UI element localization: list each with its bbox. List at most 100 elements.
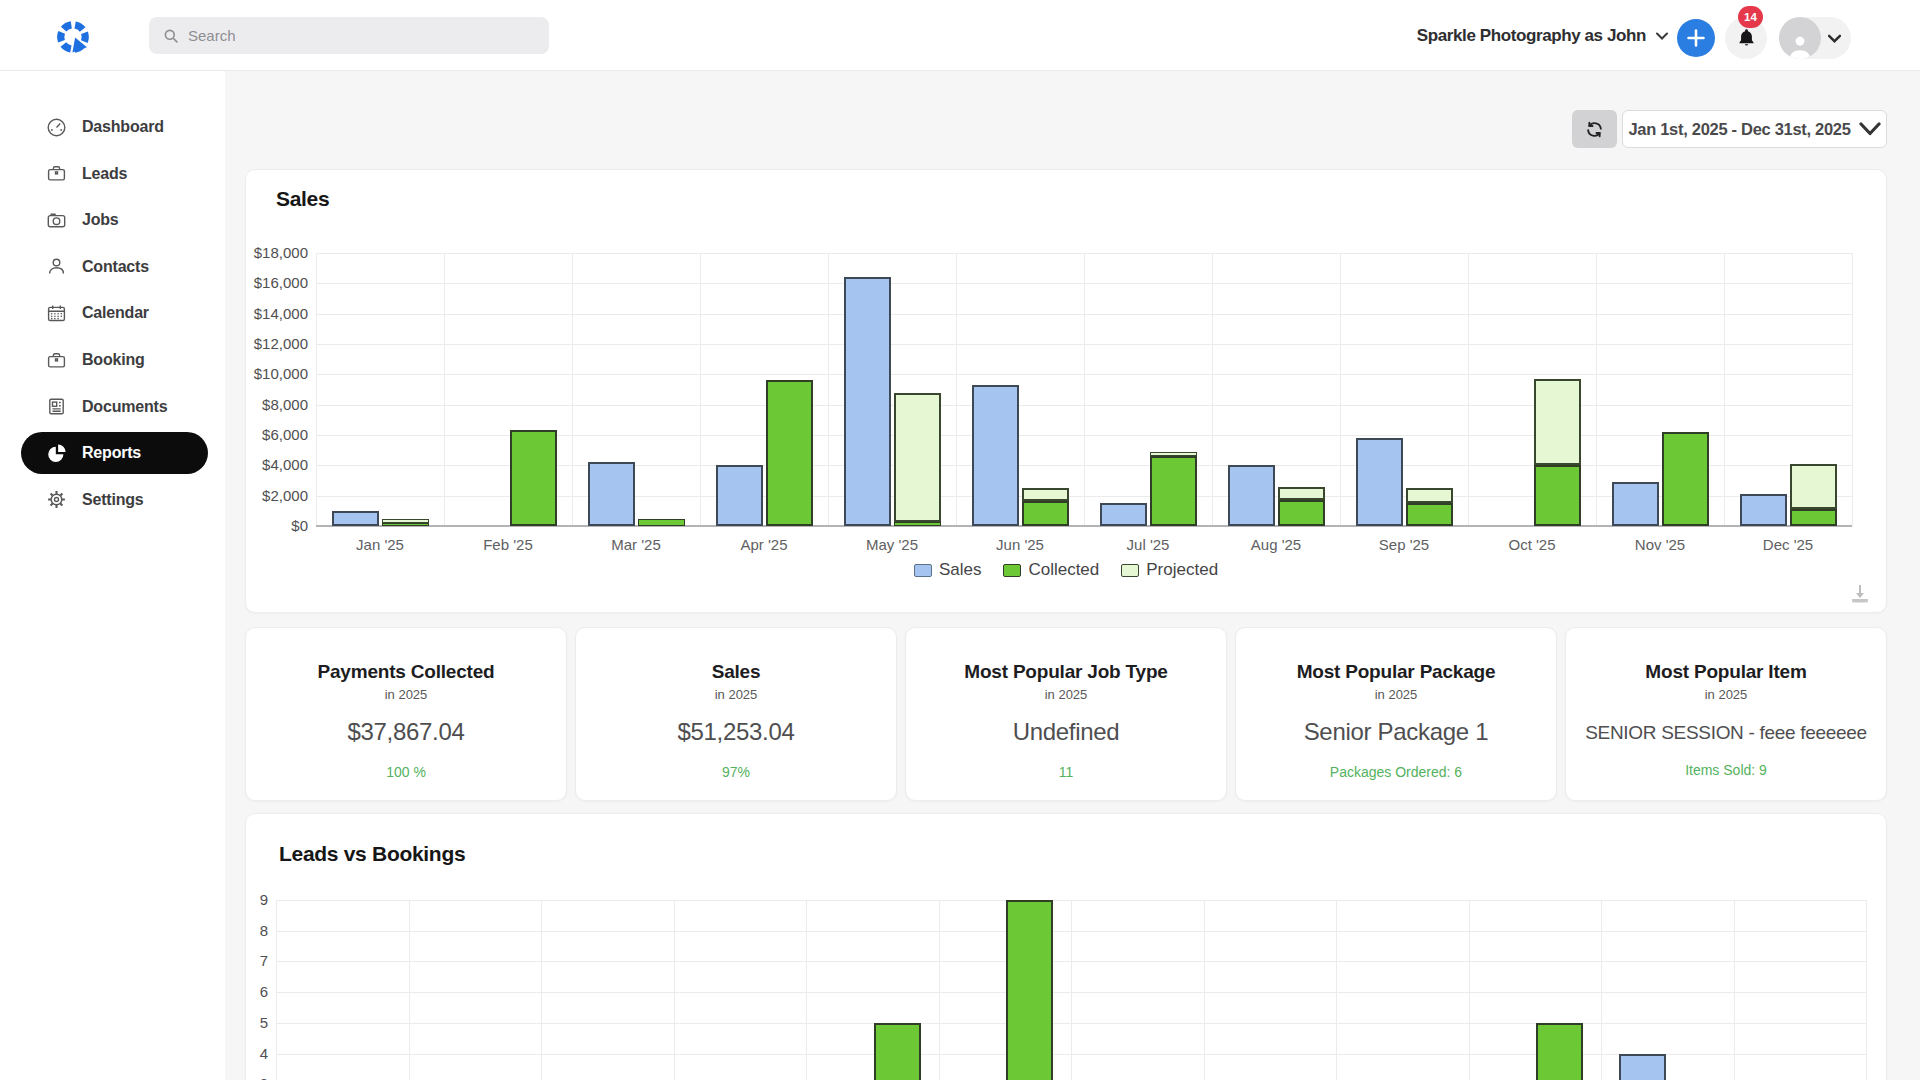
bookings-bar[interactable] bbox=[874, 1023, 921, 1080]
stat-card-most-popular-item: Most Popular Itemin 2025SENIOR SESSION -… bbox=[1565, 627, 1887, 801]
y-axis-label: 7 bbox=[250, 952, 268, 969]
account-menu[interactable]: Sparkle Photography as John bbox=[1417, 0, 1668, 71]
y-axis-label: $14,000 bbox=[248, 305, 308, 322]
x-axis-label: Jun '25 bbox=[956, 536, 1084, 553]
gridline bbox=[316, 253, 317, 526]
x-axis-label: Oct '25 bbox=[1468, 536, 1596, 553]
download-chart-icon[interactable] bbox=[1848, 582, 1872, 606]
date-range-label: Jan 1st, 2025 - Dec 31st, 2025 bbox=[1628, 120, 1850, 139]
gridline bbox=[674, 900, 675, 1080]
leads-vs-bookings-title: Leads vs Bookings bbox=[279, 842, 465, 866]
stat-value: $37,867.04 bbox=[246, 718, 566, 746]
sales-bar[interactable] bbox=[588, 462, 635, 526]
pie-icon bbox=[46, 443, 67, 464]
collected-bar[interactable] bbox=[1022, 501, 1069, 526]
sidebar-item-leads[interactable]: Leads bbox=[21, 153, 208, 195]
calendar-icon bbox=[46, 303, 67, 324]
stat-card-sales: Salesin 2025$51,253.0497% bbox=[575, 627, 897, 801]
collected-bar[interactable] bbox=[1662, 432, 1709, 526]
sales-bar[interactable] bbox=[716, 465, 763, 526]
bookings-bar[interactable] bbox=[1536, 1023, 1583, 1080]
sales-bar[interactable] bbox=[332, 511, 379, 526]
stat-subtitle: in 2025 bbox=[1236, 687, 1556, 702]
gridline bbox=[1071, 900, 1072, 1080]
collected-bar[interactable] bbox=[382, 523, 429, 527]
collected-bar[interactable] bbox=[638, 519, 685, 526]
bar-group-may25 bbox=[806, 1023, 939, 1080]
collected-bar[interactable] bbox=[1790, 509, 1837, 526]
sidebar-item-settings[interactable]: Settings bbox=[21, 479, 208, 521]
bar-group-may25 bbox=[828, 277, 956, 526]
sidebar-item-documents[interactable]: Documents bbox=[21, 386, 208, 428]
collected-bar[interactable] bbox=[1150, 456, 1197, 526]
stat-card-most-popular-job-type: Most Popular Job Typein 2025Undefined11 bbox=[905, 627, 1227, 801]
search-input[interactable]: Search bbox=[149, 17, 549, 54]
sidebar-item-label: Leads bbox=[82, 165, 127, 183]
stat-title: Sales bbox=[576, 661, 896, 683]
y-axis-label: $2,000 bbox=[248, 487, 308, 504]
sidebar-item-label: Jobs bbox=[82, 211, 119, 229]
avatar bbox=[1779, 17, 1821, 59]
legend-swatch bbox=[914, 564, 932, 577]
sales-bar[interactable] bbox=[1356, 438, 1403, 526]
collected-bar[interactable] bbox=[766, 380, 813, 526]
sales-bar[interactable] bbox=[972, 385, 1019, 526]
sidebar-item-reports[interactable]: Reports bbox=[21, 432, 208, 474]
projected-bar[interactable] bbox=[1790, 464, 1837, 509]
legend-item-sales[interactable]: Sales bbox=[914, 560, 982, 580]
sales-bar[interactable] bbox=[1100, 503, 1147, 526]
sidebar-item-label: Settings bbox=[82, 491, 144, 509]
projected-bar[interactable] bbox=[1406, 488, 1453, 503]
sales-bar[interactable] bbox=[1740, 494, 1787, 526]
y-axis-label: 3 bbox=[250, 1075, 268, 1080]
sales-bar[interactable] bbox=[1228, 465, 1275, 526]
bar-group-nov25 bbox=[1596, 432, 1724, 526]
x-axis-label: Nov '25 bbox=[1596, 536, 1724, 553]
sales-chart-card: Sales $18,000$16,000$14,000$12,000$10,00… bbox=[245, 169, 1887, 613]
refresh-button[interactable] bbox=[1572, 110, 1617, 148]
leads-bar[interactable] bbox=[1619, 1054, 1666, 1080]
sidebar-item-contacts[interactable]: Contacts bbox=[21, 246, 208, 288]
y-axis-label: $10,000 bbox=[248, 365, 308, 382]
date-range-selector[interactable]: Jan 1st, 2025 - Dec 31st, 2025 bbox=[1622, 110, 1887, 148]
x-axis-label: Jan '25 bbox=[316, 536, 444, 553]
legend-label: Projected bbox=[1146, 560, 1218, 580]
collected-bar[interactable] bbox=[894, 522, 941, 526]
collected-bar[interactable] bbox=[510, 430, 557, 526]
y-axis-label: 4 bbox=[250, 1045, 268, 1062]
stat-title: Most Popular Job Type bbox=[906, 661, 1226, 683]
gridline bbox=[409, 900, 410, 1080]
sidebar-item-jobs[interactable]: Jobs bbox=[21, 199, 208, 241]
bar-group-mar25 bbox=[572, 462, 700, 526]
sidebar-item-booking[interactable]: Booking bbox=[21, 339, 208, 381]
bar-group-apr25 bbox=[700, 380, 828, 526]
collected-bar[interactable] bbox=[1534, 465, 1581, 526]
sales-bar[interactable] bbox=[844, 277, 891, 526]
collected-bar[interactable] bbox=[1278, 500, 1325, 526]
legend-item-collected[interactable]: Collected bbox=[1003, 560, 1099, 580]
sidebar-item-calendar[interactable]: Calendar bbox=[21, 292, 208, 334]
bar-group-nov25 bbox=[1601, 1054, 1734, 1080]
stats-row: Payments Collected in 2025 $37,867.04 100 %… bbox=[245, 627, 1887, 801]
stat-subtitle: in 2025 bbox=[576, 687, 896, 702]
y-axis-label: $0 bbox=[248, 517, 308, 534]
user-menu[interactable] bbox=[1779, 17, 1851, 59]
legend-item-projected[interactable]: Projected bbox=[1121, 560, 1218, 580]
projected-bar[interactable] bbox=[1278, 487, 1325, 501]
sales-bar[interactable] bbox=[1612, 482, 1659, 526]
bar-group-jan25 bbox=[316, 511, 444, 526]
sidebar-item-dashboard[interactable]: Dashboard bbox=[21, 106, 208, 148]
stat-title: Payments Collected bbox=[246, 661, 566, 683]
app-logo-aperture-icon[interactable] bbox=[55, 19, 91, 55]
add-button[interactable] bbox=[1677, 19, 1715, 57]
stat-title: Most Popular Package bbox=[1236, 661, 1556, 683]
stat-footnote: 100 % bbox=[246, 764, 566, 780]
gridline bbox=[1866, 900, 1867, 1080]
projected-bar[interactable] bbox=[1534, 379, 1581, 465]
y-axis-label: 5 bbox=[250, 1014, 268, 1031]
projected-bar[interactable] bbox=[894, 393, 941, 523]
collected-bar[interactable] bbox=[1406, 503, 1453, 526]
projected-bar[interactable] bbox=[1022, 488, 1069, 501]
y-axis-label: 8 bbox=[250, 922, 268, 939]
bookings-bar[interactable] bbox=[1006, 900, 1053, 1080]
